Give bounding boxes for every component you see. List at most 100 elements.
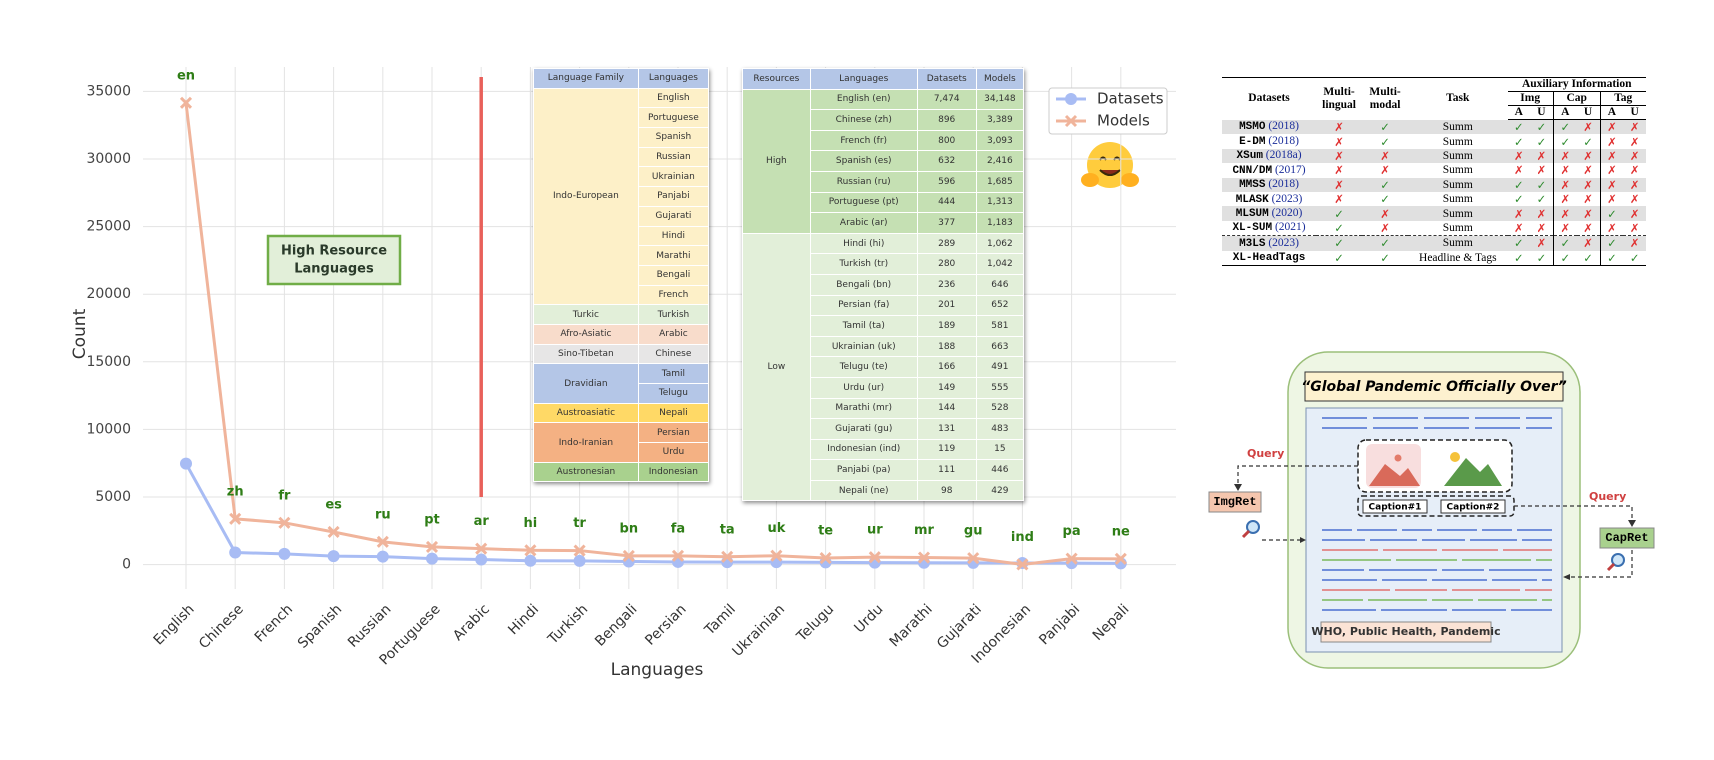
table-cell: Spanish (es) xyxy=(809,150,918,172)
table-cell: ✗ xyxy=(1583,179,1593,192)
table-row: Gujarati xyxy=(534,205,710,227)
header-cell: U xyxy=(1576,105,1600,120)
header-row: Img Cap Tag xyxy=(1222,91,1646,106)
table-row: XL-SUM (2021) ✓ ✗ Summ ✗ ✗ ✗ ✗ ✗ ✗ xyxy=(1222,220,1646,236)
resource-level-cell: Low xyxy=(742,232,811,502)
dataset-cell: CNN/DM (2017) xyxy=(1222,163,1316,177)
query-arrow xyxy=(1237,465,1358,488)
table-row: Austronesian Indonesian xyxy=(533,461,710,483)
dataset-name: E-DM xyxy=(1239,136,1266,149)
point-label: pt xyxy=(424,512,440,527)
table-cell: Summ xyxy=(1442,178,1473,191)
y-tick-label: 5000 xyxy=(95,489,131,505)
table-row: Portuguese (pt) 444 1,313 xyxy=(743,191,1025,214)
language-cell: Tamil xyxy=(637,363,710,384)
table-cell: ✗ xyxy=(1334,136,1344,149)
dataset-name: XSum xyxy=(1236,150,1263,163)
point-label: ur xyxy=(867,523,883,538)
table-cell: Summ xyxy=(1408,235,1508,251)
table-cell: ✗ xyxy=(1629,194,1640,207)
table-cell: 632 xyxy=(916,150,977,172)
y-tick-label: 35000 xyxy=(86,83,131,99)
table-cell: ✗ xyxy=(1552,163,1577,178)
table-cell: 149 xyxy=(916,376,977,399)
x-tick-label: Chinese xyxy=(196,601,247,652)
table-cell: 34,148 xyxy=(975,88,1025,111)
dataset-name: MMSS xyxy=(1239,179,1266,192)
table-cell: Indonesian (ind) xyxy=(809,438,918,461)
headline-text: “Global Pandemic Officially Over” xyxy=(1301,379,1567,395)
table-cell: ✓ xyxy=(1599,250,1624,266)
header-cell: Languages xyxy=(637,68,710,89)
pipeline-diagram: “Global Pandemic Officially Over” Caption… xyxy=(1208,351,1655,669)
table-cell: ✗ xyxy=(1629,136,1640,149)
dataset-year: (2018) xyxy=(1268,120,1300,133)
img-retriever-box xyxy=(1208,491,1262,513)
x-tick-label: Hindi xyxy=(505,601,542,638)
table-row: Marathi xyxy=(534,245,710,266)
header-cell: U xyxy=(1530,105,1554,120)
table-cell: 652 xyxy=(975,294,1025,317)
img-retriever-label: ImgRet xyxy=(1213,495,1256,509)
table-row: Gujarati (gu) 131 483 xyxy=(743,418,1025,440)
point-label: ar xyxy=(474,514,490,529)
language-cell: Portuguese xyxy=(637,107,710,129)
table-row: Telugu (te) 166 491 xyxy=(743,356,1025,378)
point-label: mr xyxy=(914,523,935,538)
header-cell: U xyxy=(1623,105,1646,120)
dataset-cell: MLASK (2023) xyxy=(1222,192,1316,206)
table-cell: 528 xyxy=(975,397,1025,420)
dataset-name: MLASK xyxy=(1235,193,1269,206)
data-point xyxy=(179,96,193,109)
table-cell: 15 xyxy=(975,438,1025,461)
table-cell: Telugu (te) xyxy=(809,356,918,378)
table-row: Portuguese xyxy=(534,107,710,129)
x-tick-label: Ukrainian xyxy=(730,601,789,660)
table-cell: ✗ xyxy=(1629,208,1640,221)
table-cell: Persian (fa) xyxy=(809,294,918,317)
data-point xyxy=(524,544,537,557)
table-cell: 1,685 xyxy=(975,170,1025,193)
table-cell: Summ xyxy=(1442,221,1473,234)
table-cell: ✗ xyxy=(1629,179,1640,192)
language-cell: Ukrainian xyxy=(637,166,710,188)
dataset-cell: XSum (2018a) xyxy=(1222,149,1316,163)
table-cell: ✓ xyxy=(1380,121,1390,134)
cap-retriever-label: CapRet xyxy=(1605,531,1648,545)
dataset-name: XL-HeadTags xyxy=(1232,252,1306,265)
point-label: tr xyxy=(573,516,586,531)
table-cell: 646 xyxy=(975,273,1025,296)
table-row: Indo-European English xyxy=(533,87,710,306)
result-arrow xyxy=(1566,550,1633,578)
table-row: CNN/DM (2017) ✗ ✗ Summ ✗ ✗ ✗ ✗ ✗ ✗ xyxy=(1222,163,1646,178)
data-point xyxy=(524,554,537,567)
point-label: ru xyxy=(375,507,391,522)
table-cell: ✗ xyxy=(1334,179,1344,192)
table-cell: ✗ xyxy=(1599,177,1624,192)
point-label: bn xyxy=(620,521,639,536)
table-cell: ✗ xyxy=(1583,208,1593,221)
table-row: Ukrainian xyxy=(534,166,710,188)
point-label: zh xyxy=(227,484,244,499)
table-row: Spanish (es) 632 2,416 xyxy=(743,150,1025,172)
table-cell: 2,416 xyxy=(975,150,1025,172)
dataset-cell: XL-HeadTags xyxy=(1222,251,1316,266)
series-line xyxy=(184,102,1121,566)
table-row: Low Hindi (hi) 289 1,062 xyxy=(742,232,1025,502)
y-tick-label: 25000 xyxy=(86,219,131,235)
data-point xyxy=(376,550,389,563)
data-point xyxy=(425,540,439,553)
family-cell: Sino-Tibetan xyxy=(533,343,639,365)
language-cell: Persian xyxy=(637,422,710,444)
caption-box xyxy=(1362,499,1428,514)
table-cell: ✗ xyxy=(1380,150,1390,163)
table-cell: 7,474 xyxy=(916,88,977,111)
table-row: Panjabi xyxy=(534,186,710,207)
language-cell: French xyxy=(637,284,710,306)
y-tick-label: 15000 xyxy=(86,354,131,370)
table-cell: ✓ xyxy=(1536,252,1547,265)
point-label: gu xyxy=(964,524,983,539)
table-cell: ✗ xyxy=(1334,150,1344,163)
family-cell: Dravidian xyxy=(533,363,639,404)
table-cell: ✗ xyxy=(1536,165,1547,178)
